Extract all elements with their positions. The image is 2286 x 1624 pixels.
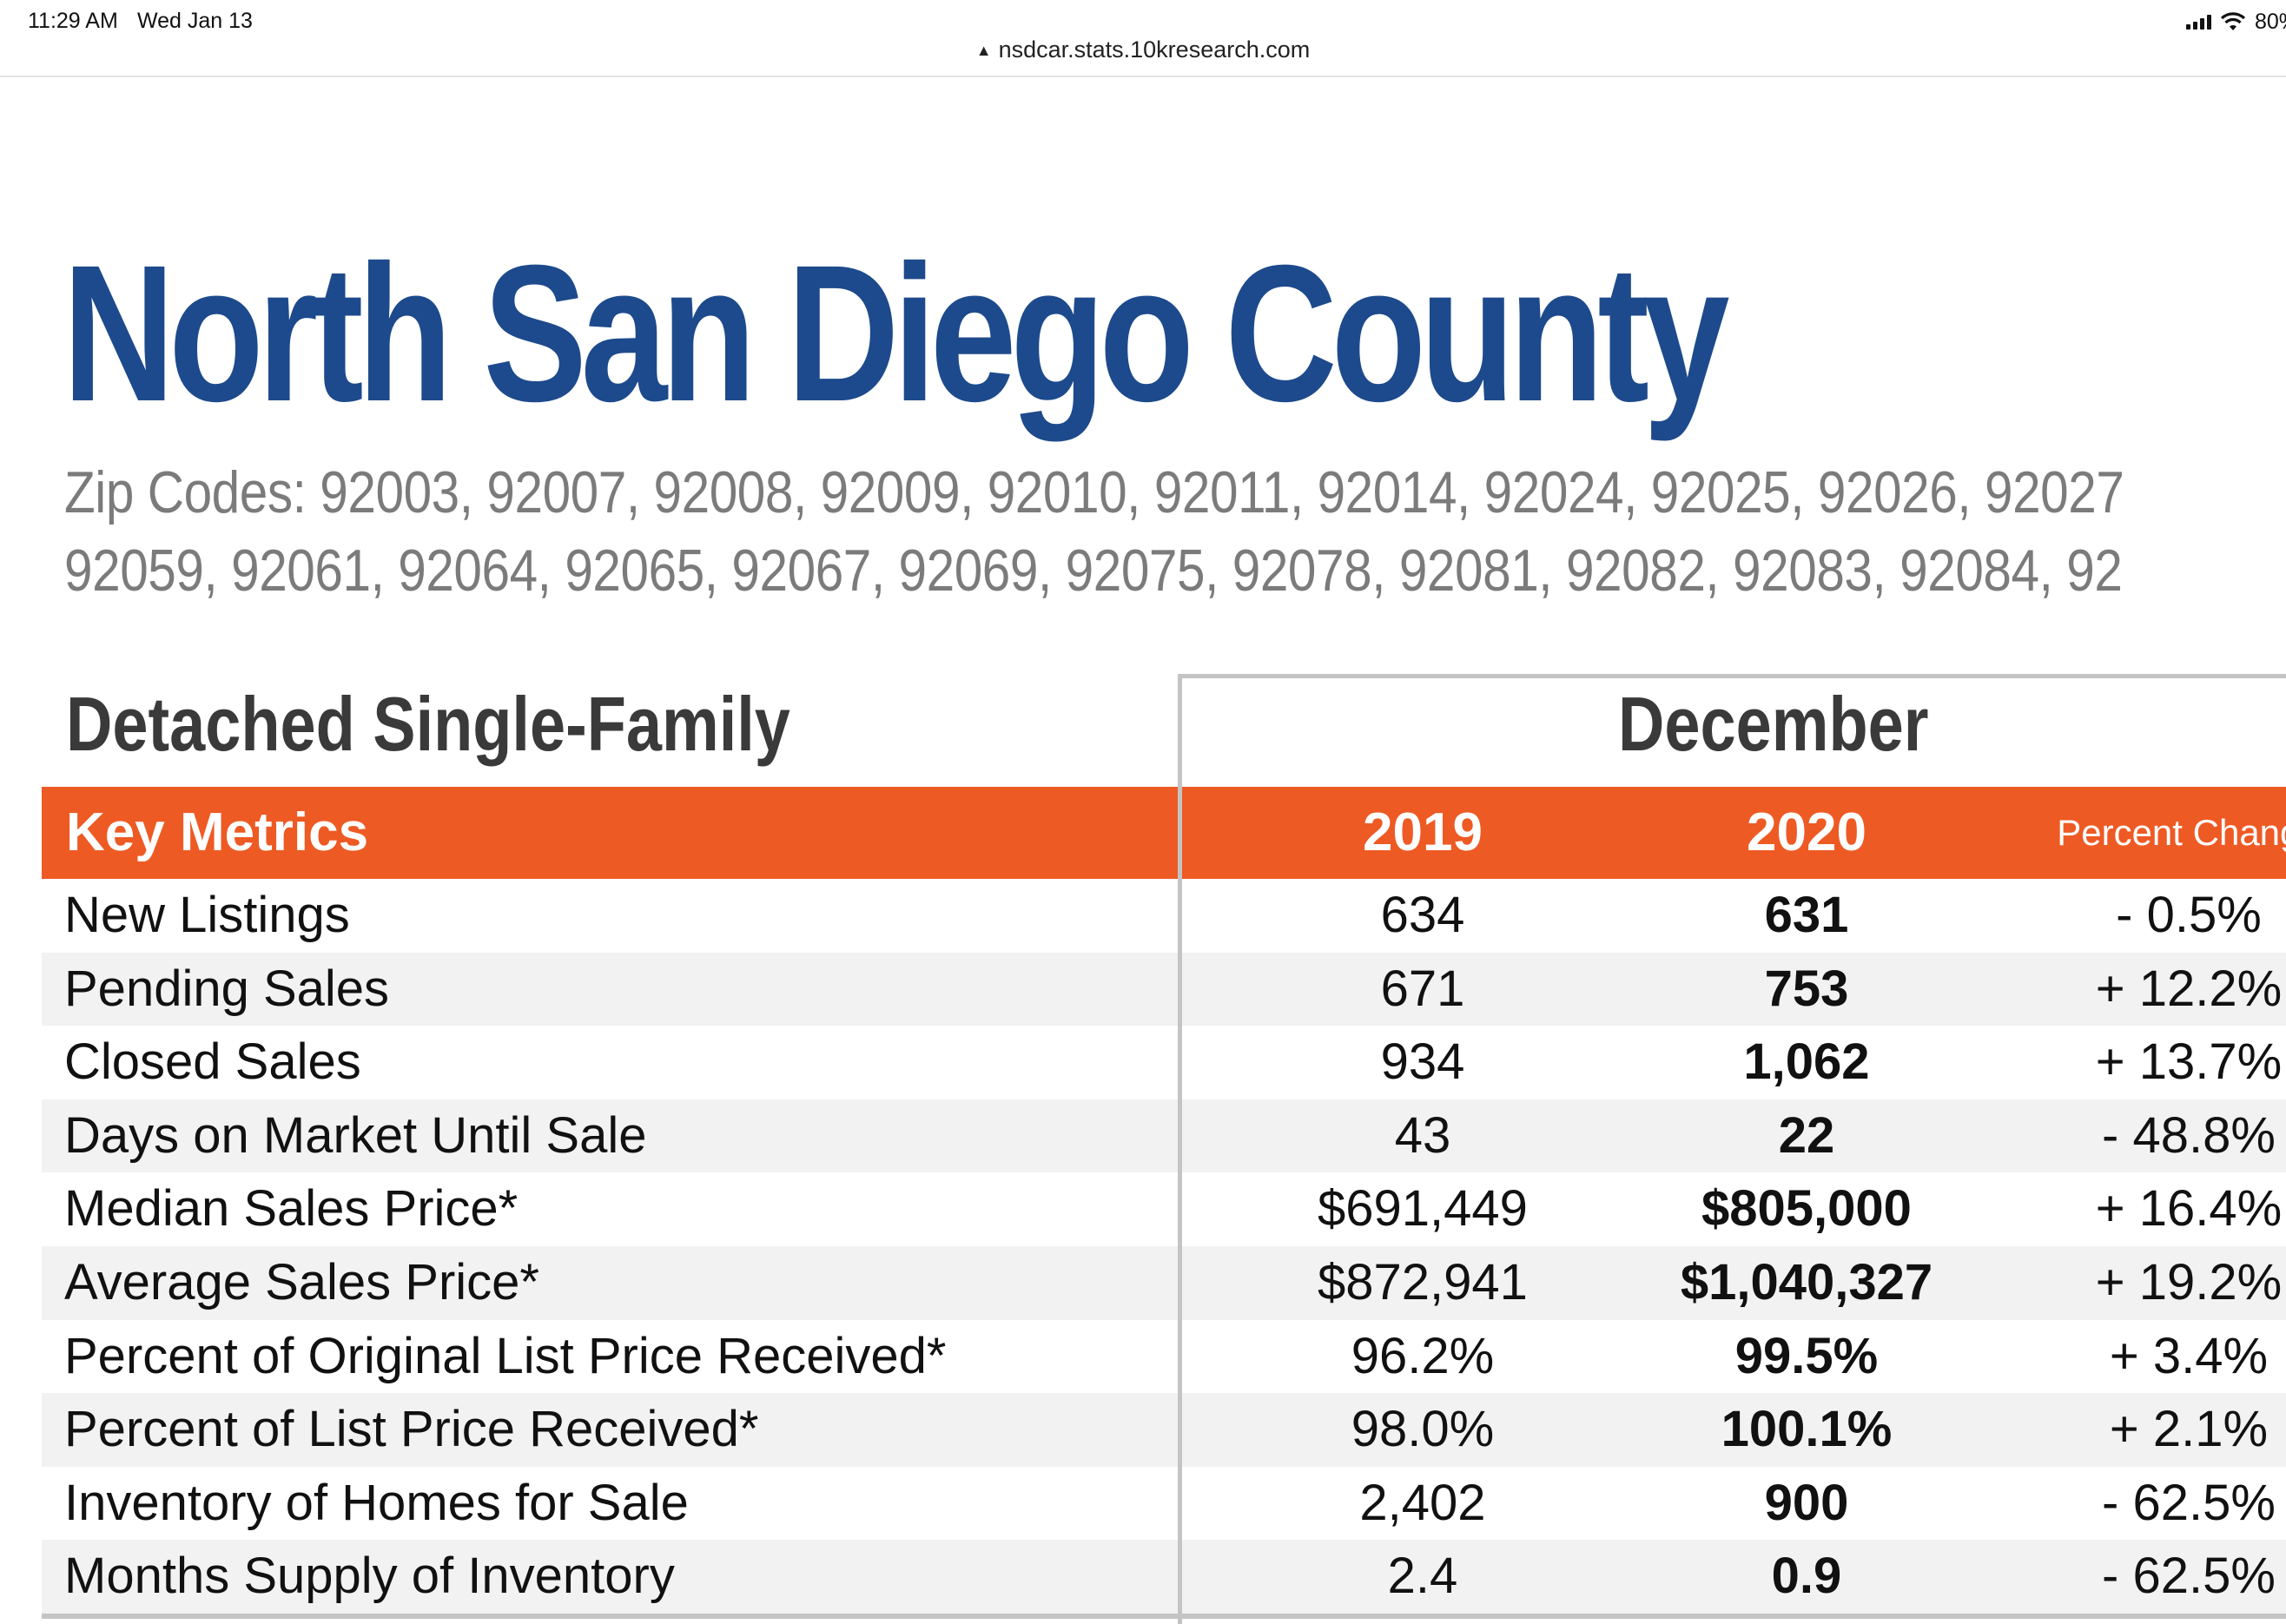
metric-label: Percent of Original List Price Received* xyxy=(64,1327,947,1384)
table-row: New Listings 634 631 - 0.5% xyxy=(42,879,2286,953)
metric-label: Median Sales Price* xyxy=(64,1180,519,1238)
metric-label: New Listings xyxy=(64,887,350,943)
metric-label: Closed Sales xyxy=(64,1033,361,1091)
percent-change: + 12.2% xyxy=(2095,960,2283,1017)
lock-icon: ▲ xyxy=(975,42,992,59)
status-bar: 11:29 AM Wed Jan 13 80% xyxy=(0,0,2286,45)
value-2020: 22 xyxy=(1778,1106,1835,1164)
value-2020: 99.5% xyxy=(1734,1327,1879,1384)
value-2019: 98.0% xyxy=(1351,1401,1495,1458)
status-indicators: 80% xyxy=(2185,7,2286,36)
value-2019: 634 xyxy=(1380,887,1465,943)
value-2019: $691,449 xyxy=(1318,1180,1528,1238)
percent-change: - 62.5% xyxy=(2102,1548,2276,1605)
value-2020: $805,000 xyxy=(1701,1180,1912,1238)
percent-change: - 48.8% xyxy=(2102,1106,2276,1164)
period-rule xyxy=(1178,674,2286,678)
table-row: Median Sales Price* $691,449 $805,000 + … xyxy=(42,1172,2286,1246)
status-time: 11:29 AM xyxy=(28,9,118,33)
period-heading: December xyxy=(1618,681,1929,767)
table-header: Key Metrics 2019 2020 Percent Change xyxy=(42,787,2286,879)
table-row: Percent of List Price Received* 98.0% 10… xyxy=(42,1393,2286,1467)
value-2020: 900 xyxy=(1764,1474,1849,1531)
metric-label: Months Supply of Inventory xyxy=(64,1548,675,1605)
zip-codes-line: Zip Codes: 92003, 92007, 92008, 92009, 9… xyxy=(64,459,2124,525)
value-2019: 2.4 xyxy=(1387,1548,1458,1605)
percent-change: - 62.5% xyxy=(2102,1474,2276,1531)
value-2020: 1,062 xyxy=(1743,1033,1870,1091)
value-2020: 753 xyxy=(1764,960,1849,1017)
table-row: Closed Sales 934 1,062 + 13.7% xyxy=(42,1026,2286,1099)
value-2020: 631 xyxy=(1764,887,1849,943)
cellular-signal-icon xyxy=(2185,14,2211,30)
table-row: Months Supply of Inventory 2.4 0.9 - 62.… xyxy=(42,1540,2286,1614)
metric-label: Inventory of Homes for Sale xyxy=(64,1474,689,1531)
metrics-table: New Listings 634 631 - 0.5% Pending Sale… xyxy=(42,879,2286,1614)
battery-percentage: 80% xyxy=(2254,9,2286,34)
header-year-2020: 2020 xyxy=(1747,802,1866,862)
header-key-metrics: Key Metrics xyxy=(66,802,369,862)
value-2020: 0.9 xyxy=(1771,1548,1842,1605)
table-row: Days on Market Until Sale 43 22 - 48.8% xyxy=(42,1099,2286,1173)
metric-label: Average Sales Price* xyxy=(64,1253,540,1310)
table-bottom-rule xyxy=(42,1614,2286,1619)
table-row: Pending Sales 671 753 + 12.2% xyxy=(42,952,2286,1027)
value-2019: 671 xyxy=(1380,960,1465,1017)
status-date: Wed Jan 13 xyxy=(137,9,253,33)
table-row: Average Sales Price* $872,941 $1,040,327… xyxy=(42,1245,2286,1320)
value-2019: 96.2% xyxy=(1351,1327,1495,1384)
zip-codes: Zip Codes: 92003, 92007, 92008, 92009, 9… xyxy=(64,453,2286,610)
percent-change: + 3.4% xyxy=(2109,1327,2269,1384)
column-divider xyxy=(1178,674,1182,1624)
percent-change: + 19.2% xyxy=(2095,1253,2283,1310)
address-bar[interactable]: ▲ nsdcar.stats.10kresearch.com xyxy=(0,36,2286,63)
metric-label: Days on Market Until Sale xyxy=(64,1106,647,1164)
header-percent-change: Percent Change xyxy=(2057,812,2286,853)
value-2019: 43 xyxy=(1394,1106,1451,1164)
value-2020: 100.1% xyxy=(1721,1401,1893,1458)
metric-label: Percent of List Price Received* xyxy=(64,1401,759,1458)
table-row: Inventory of Homes for Sale 2,402 900 - … xyxy=(42,1467,2286,1541)
percent-change: + 16.4% xyxy=(2095,1180,2283,1238)
value-2019: 2,402 xyxy=(1359,1474,1486,1531)
page-title: North San Diego County xyxy=(63,225,1729,442)
table-row: Percent of Original List Price Received*… xyxy=(42,1320,2286,1394)
zip-codes-line: 92059, 92061, 92064, 92065, 92067, 92069… xyxy=(64,538,2123,604)
percent-change: + 2.1% xyxy=(2109,1401,2269,1458)
header-year-2019: 2019 xyxy=(1363,802,1483,862)
toolbar-divider xyxy=(0,76,2286,77)
wifi-icon xyxy=(2220,12,2246,30)
value-2020: $1,040,327 xyxy=(1680,1253,1933,1310)
url-text: nsdcar.stats.10kresearch.com xyxy=(998,36,1311,63)
percent-change: - 0.5% xyxy=(2116,887,2262,943)
percent-change: + 13.7% xyxy=(2095,1033,2283,1091)
value-2019: 934 xyxy=(1380,1033,1465,1091)
value-2019: $872,941 xyxy=(1318,1253,1528,1310)
section-title: Detached Single-Family xyxy=(66,681,790,767)
metric-label: Pending Sales xyxy=(64,960,390,1017)
